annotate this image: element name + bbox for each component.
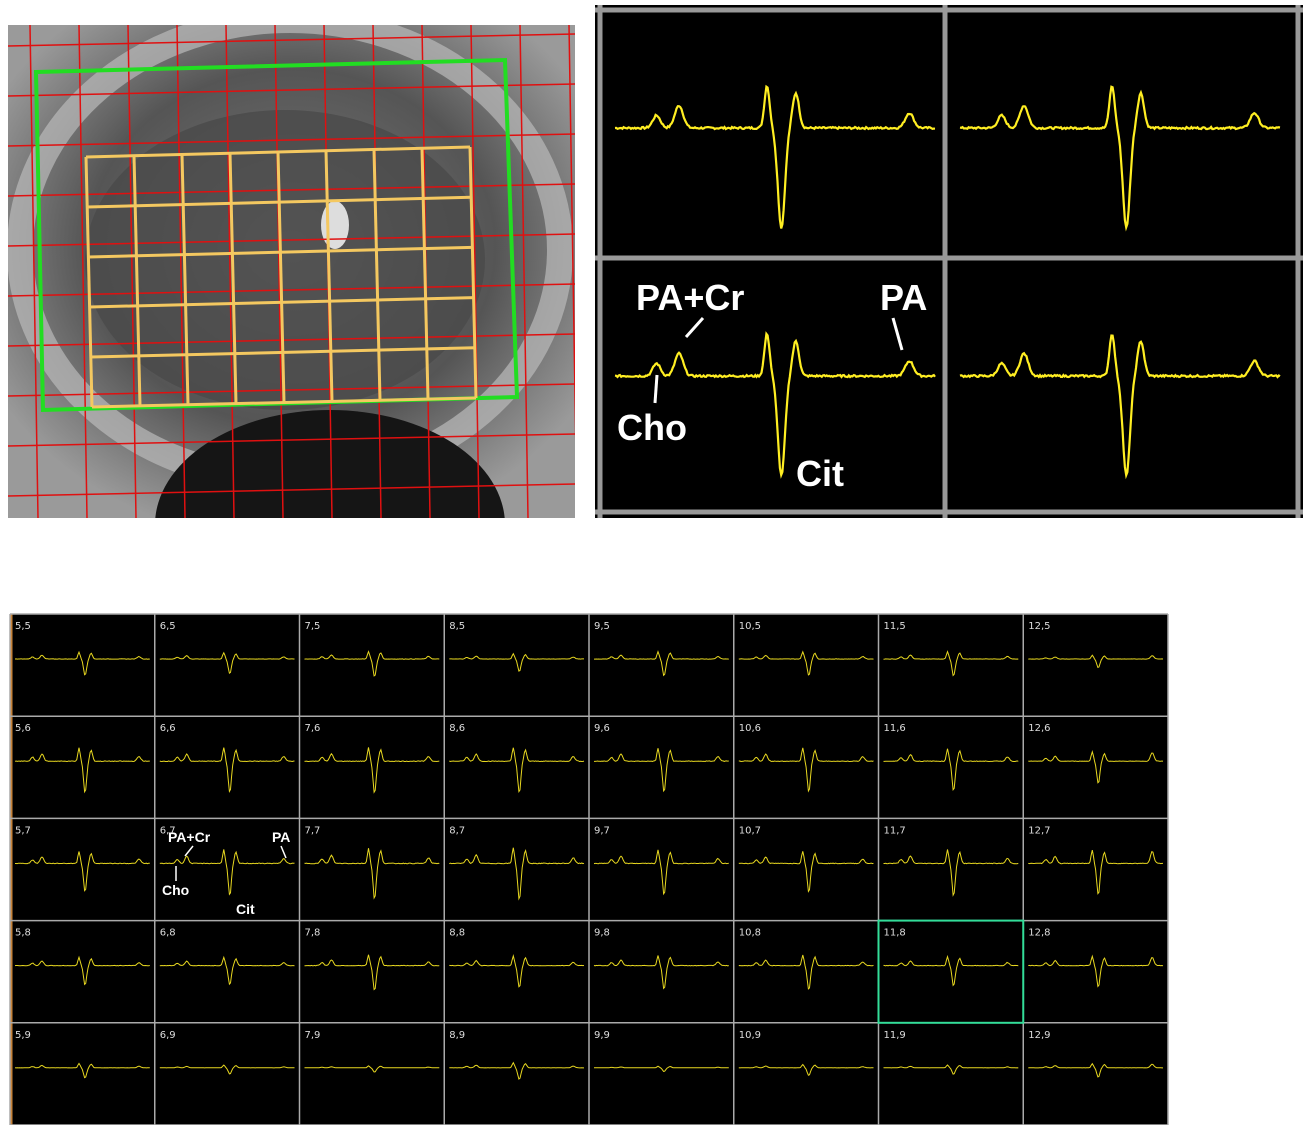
cell-label: 12,6 — [1028, 723, 1050, 734]
cell-label: 7,9 — [305, 1030, 321, 1041]
cell-label: 9,8 — [594, 928, 610, 939]
cell-label: 9,9 — [594, 1030, 610, 1041]
cell-label: 11,8 — [884, 928, 906, 939]
cell-label: 8,9 — [449, 1030, 465, 1041]
cell-label: 8,8 — [449, 928, 465, 939]
cell-label: 11,7 — [884, 825, 906, 836]
cell-label: 8,7 — [449, 825, 465, 836]
cell-label: 12,7 — [1028, 825, 1050, 836]
mri-bright-spot — [321, 201, 349, 249]
cell-label: 9,5 — [594, 621, 610, 632]
cell-label: 7,6 — [305, 723, 321, 734]
cell-label: 10,8 — [739, 928, 761, 939]
cell-label: 9,6 — [594, 723, 610, 734]
cell-label: 7,7 — [305, 825, 321, 836]
cell-label: 6,6 — [160, 723, 176, 734]
cell-label: 12,8 — [1028, 928, 1050, 939]
cell-label: 7,8 — [305, 928, 321, 939]
cell-label: 11,5 — [884, 621, 906, 632]
cell-label: 6,5 — [160, 621, 176, 632]
cell-label: 10,6 — [739, 723, 761, 734]
cell-label: 11,9 — [884, 1030, 906, 1041]
cell-label: 5,6 — [15, 723, 31, 734]
cell-annotation: PA — [272, 829, 290, 845]
cell-label: 5,5 — [15, 621, 31, 632]
cell-annotation: Cho — [162, 882, 189, 898]
pointer — [655, 375, 657, 403]
cell-label: 11,6 — [884, 723, 906, 734]
cell-label: 12,9 — [1028, 1030, 1050, 1041]
mri-image — [8, 20, 626, 640]
red-grid-line — [8, 534, 575, 546]
zoom-label: Cit — [796, 453, 844, 494]
cell-label: 5,7 — [15, 825, 31, 836]
zoom-label: Cho — [617, 407, 687, 448]
cell-label: 10,7 — [739, 825, 761, 836]
cell-label: 12,5 — [1028, 621, 1050, 632]
figure: PA+Cr PA Cho Cit 5,5 6,5 7,5 8,5 9,5 10,5 11,5… — [0, 0, 1309, 1125]
cell-label: 7,5 — [305, 621, 321, 632]
cell-label: 6,9 — [160, 1030, 176, 1041]
zoom-panel — [595, 5, 1303, 518]
zoom-label: PA+Cr — [636, 277, 744, 318]
cell-annotation: PA+Cr — [168, 829, 211, 845]
cell-label: 10,9 — [739, 1030, 761, 1041]
cell-annotation: Cit — [236, 901, 255, 917]
cell-label: 9,7 — [594, 825, 610, 836]
cell-label: 10,5 — [739, 621, 761, 632]
cell-label: 8,5 — [449, 621, 465, 632]
cell-label: 8,6 — [449, 723, 465, 734]
zoom-label: PA — [880, 277, 927, 318]
cell-label: 5,9 — [15, 1030, 31, 1041]
cell-label: 5,8 — [15, 928, 31, 939]
cell-label: 6,8 — [160, 928, 176, 939]
mri-rectum — [155, 410, 505, 640]
